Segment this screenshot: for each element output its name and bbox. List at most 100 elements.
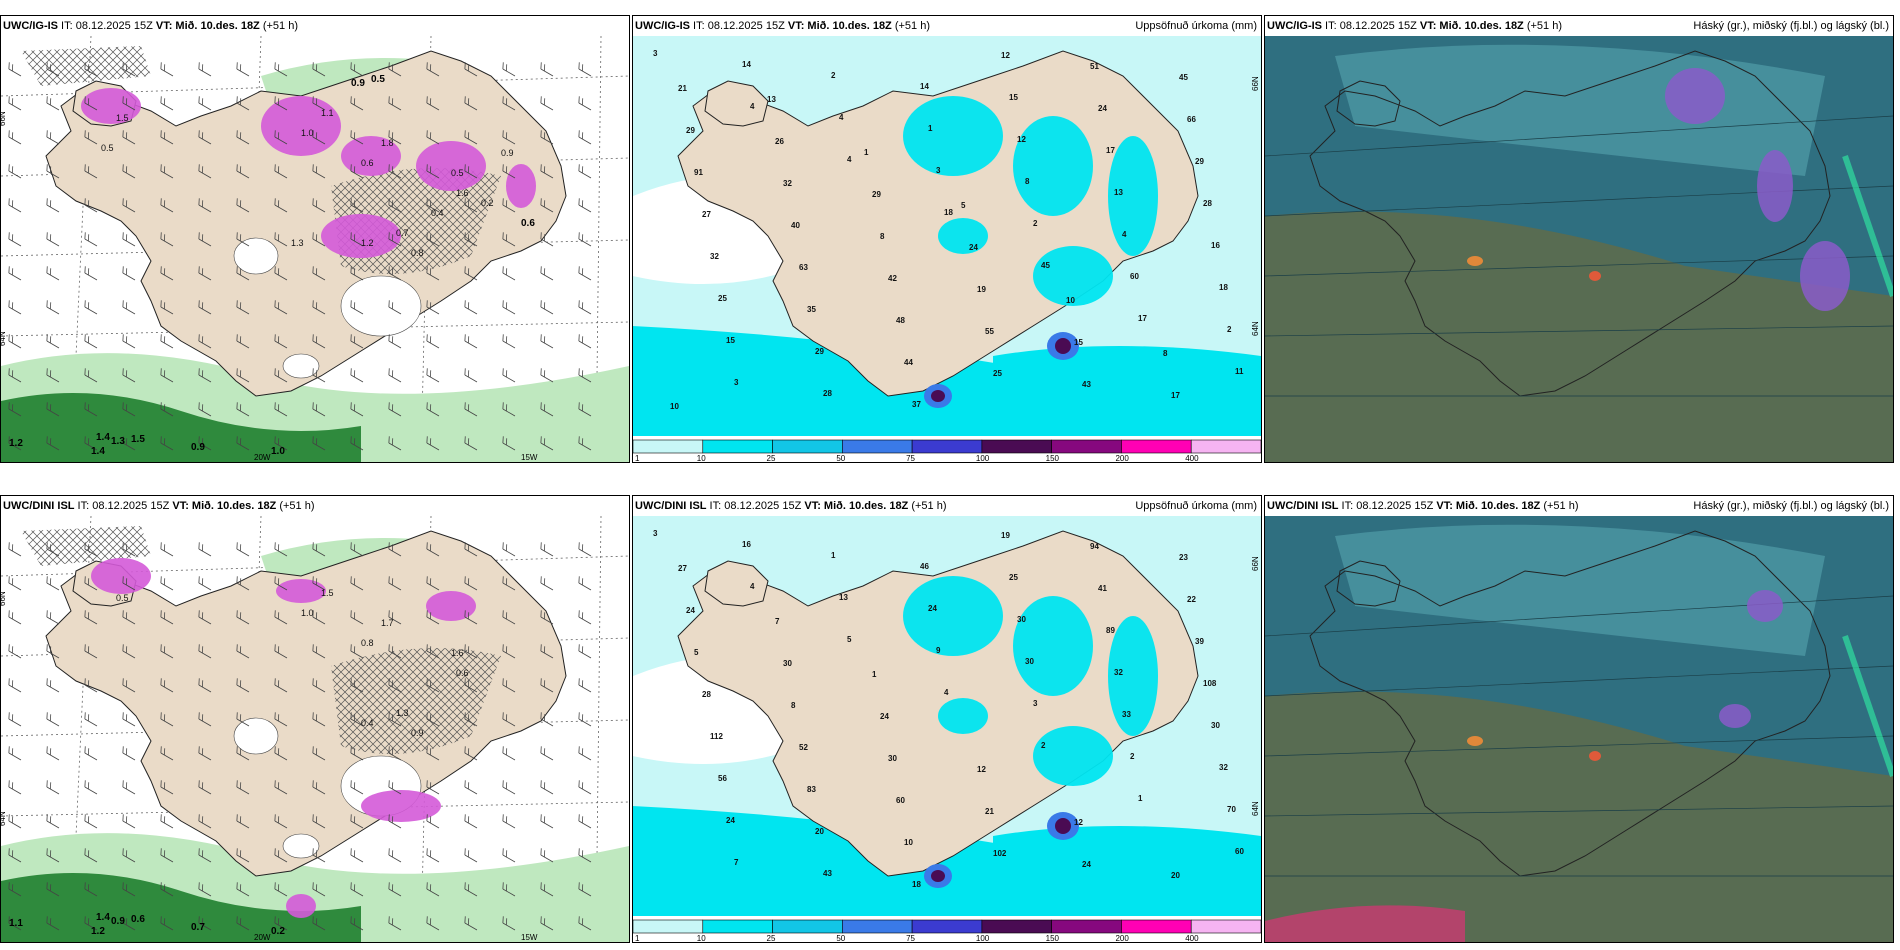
precip-value-label: 4 xyxy=(750,102,755,111)
wind-barb xyxy=(84,266,98,281)
wind-barb xyxy=(8,96,22,111)
wind-barb xyxy=(312,678,326,693)
lon-label: 20W xyxy=(254,933,271,942)
wind-barb xyxy=(540,678,554,693)
wind-barb xyxy=(388,576,402,591)
wind-barb xyxy=(198,130,212,145)
wind-barb xyxy=(46,130,60,145)
panel-title-right: Uppsöfnuð úrkoma (mm) xyxy=(1135,500,1257,512)
wind-barb xyxy=(464,814,478,829)
lat-label: 64N xyxy=(1,331,7,346)
cloud-band-magenta xyxy=(1265,905,1465,942)
wind-barb xyxy=(312,300,326,315)
wind-barb xyxy=(198,882,212,897)
precip-value-label: 2 xyxy=(831,71,836,80)
precip-value-label: 89 xyxy=(1106,626,1115,635)
wind-barb xyxy=(122,780,136,795)
wind-barb xyxy=(160,814,174,829)
wind-barb xyxy=(8,368,22,383)
precip-value-label: 23 xyxy=(1179,553,1188,562)
snow-value-label: 0.9 xyxy=(411,728,424,738)
wind-barb xyxy=(160,576,174,591)
graticule-line xyxy=(1265,595,1893,637)
wind-barb xyxy=(388,334,402,349)
precip-value-label: 70 xyxy=(1227,805,1236,814)
precip-value-label: 39 xyxy=(1195,637,1204,646)
wind-barb xyxy=(84,576,98,591)
snow-value-label: 0.7 xyxy=(396,228,409,238)
precip-value-label: 33 xyxy=(1122,710,1131,719)
wind-barb xyxy=(464,610,478,625)
panel-precip-dini: UWC/DINI ISL IT: 08.12.2025 15Z VT: Mið.… xyxy=(632,495,1262,943)
precip-value-label: 41 xyxy=(1098,584,1107,593)
wind-barb xyxy=(8,232,22,247)
precip-value-label: 17 xyxy=(1171,391,1180,400)
wind-barb xyxy=(8,916,22,931)
wind-barb xyxy=(236,746,250,761)
wind-barb xyxy=(84,368,98,383)
wind-barb xyxy=(350,368,364,383)
wind-barb xyxy=(274,436,288,451)
colorbar-tick-label: 150 xyxy=(1046,934,1060,942)
lat-label: 66N xyxy=(1,591,7,606)
wind-barb xyxy=(198,610,212,625)
wind-barb xyxy=(122,916,136,931)
wind-barb xyxy=(388,62,402,77)
wind-barb xyxy=(160,232,174,247)
precip-value-label: 48 xyxy=(896,316,905,325)
sea-value-label: 1.3 xyxy=(111,436,125,447)
lat-label: 64N xyxy=(1251,801,1260,816)
wind-barb xyxy=(236,882,250,897)
wind-barb xyxy=(84,300,98,315)
precip-area xyxy=(1013,596,1093,696)
wind-barb xyxy=(388,130,402,145)
wind-barb xyxy=(350,436,364,451)
colorbar-tick-label: 10 xyxy=(697,454,706,462)
precip-value-label: 24 xyxy=(1098,104,1107,113)
wind-barb xyxy=(274,542,288,557)
snow-value-label: 1.3 xyxy=(396,708,409,718)
precip-value-label: 32 xyxy=(783,179,792,188)
wind-barb xyxy=(84,232,98,247)
wind-barb xyxy=(46,266,60,281)
wind-barb xyxy=(46,814,60,829)
snow-hatch xyxy=(331,648,501,754)
wind-barb xyxy=(502,644,516,659)
wind-barb xyxy=(160,62,174,77)
wind-barb xyxy=(46,542,60,557)
precip-value-label: 112 xyxy=(710,732,723,741)
wind-barb xyxy=(350,402,364,417)
panel-header: UWC/DINI ISL IT: 08.12.2025 15Z VT: Mið.… xyxy=(3,500,315,512)
wind-barb xyxy=(502,334,516,349)
wind-barb xyxy=(46,164,60,179)
wind-barb xyxy=(84,644,98,659)
graticule-line xyxy=(1265,665,1893,697)
wind-barb xyxy=(236,678,250,693)
wind-barb xyxy=(46,780,60,795)
sea-precip-heavy xyxy=(1,873,361,942)
colorbar-tick-label: 50 xyxy=(836,934,845,942)
glacier-patch xyxy=(282,353,320,379)
colorbar-swatch xyxy=(702,439,773,454)
wind-barb xyxy=(350,678,364,693)
wind-barb xyxy=(236,300,250,315)
wind-barb xyxy=(578,266,592,281)
sea-value-label: 1.4 xyxy=(96,912,110,923)
precip-area xyxy=(993,826,1261,916)
wind-barb xyxy=(84,780,98,795)
precip-value-label: 1 xyxy=(872,670,877,679)
wind-barb xyxy=(388,780,402,795)
wind-barb xyxy=(236,542,250,557)
sea-value-label: 0.6 xyxy=(131,914,145,925)
wind-barb xyxy=(198,300,212,315)
wind-barb xyxy=(8,436,22,451)
wind-barb xyxy=(274,334,288,349)
precip-value-label: 24 xyxy=(928,604,937,613)
wind-barb xyxy=(502,848,516,863)
high-cloud-area xyxy=(1800,241,1850,311)
wind-barb xyxy=(46,848,60,863)
wind-barb xyxy=(350,232,364,247)
snow-value-label: 0.5 xyxy=(116,593,129,603)
wind-barb xyxy=(274,130,288,145)
wind-barb xyxy=(388,300,402,315)
